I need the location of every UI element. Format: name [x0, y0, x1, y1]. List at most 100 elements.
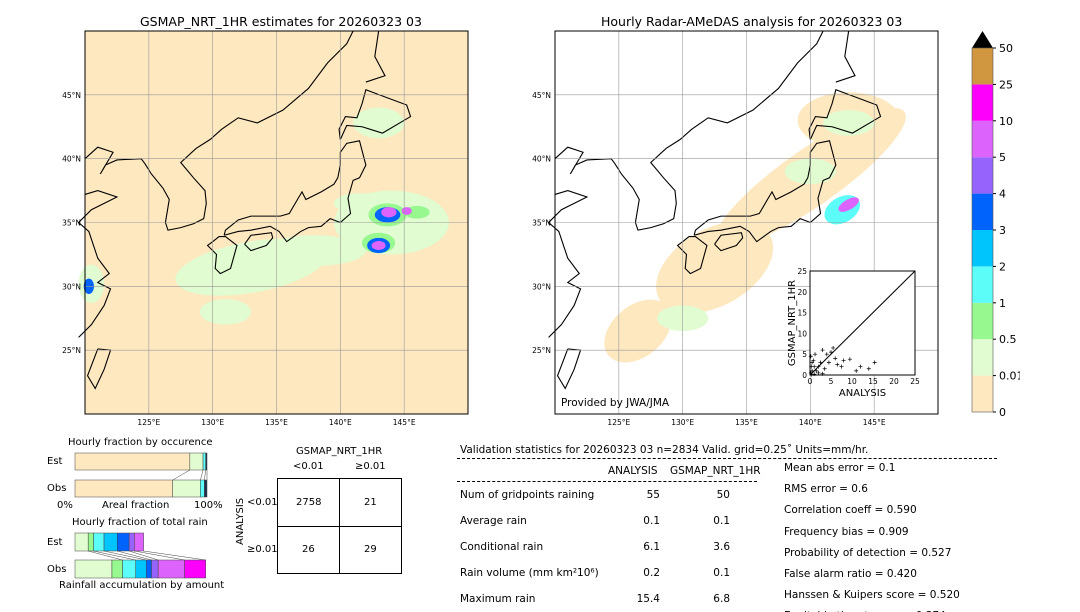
colorbar-swatch [972, 266, 993, 303]
rain-area [353, 107, 405, 139]
coastline-korea [84, 30, 354, 231]
row-label-lt: <0.01 [247, 497, 278, 508]
colorbar-tick-label: 50 [999, 42, 1013, 55]
colorbar-swatch [972, 230, 993, 267]
data-point [811, 358, 816, 363]
row-label-ge: ≥0.01 [247, 544, 278, 555]
lat-label: 45°N [532, 91, 551, 100]
colorbar-tick-label: 3 [999, 224, 1006, 237]
lon-label: 125°E [607, 418, 630, 427]
y-tick-label: 0 [802, 371, 807, 380]
coastline-kyushu [206, 235, 238, 275]
x-axis-label: ANALYSIS [839, 388, 886, 399]
connector-line [204, 469, 206, 481]
lat-label: 25°N [62, 346, 81, 355]
y-tick-label: 25 [797, 267, 807, 276]
stat-gsmap-value: 6.8 [713, 593, 730, 605]
fraction-segment [103, 532, 118, 552]
stat-analysis-value: 0.2 [643, 567, 660, 579]
x-tick-label: 10 [847, 377, 857, 386]
fraction-bars [74, 452, 208, 579]
data-point [816, 370, 821, 375]
colorbar-tick-label: 0.01 [999, 370, 1020, 383]
coastline-kyushu [676, 235, 708, 275]
data-point [820, 348, 825, 353]
data-point [816, 364, 821, 369]
rain-area [838, 197, 859, 212]
score-line: Hanssen & Kuipers score = 0.520 [784, 589, 960, 602]
col-label-lt: <0.01 [293, 461, 324, 472]
lat-label: 40°N [62, 155, 81, 164]
data-credit: Provided by JWA/JMA [561, 397, 670, 409]
stat-row-label: Num of gridpoints raining [460, 489, 595, 501]
data-point [826, 360, 831, 365]
x-tick-label: 20 [889, 377, 899, 386]
fraction-segment [202, 452, 206, 471]
coastline-hokkaido [338, 88, 412, 140]
map-frame [554, 30, 939, 415]
coastline-china [547, 190, 589, 338]
score-line: Equitable threat score = 0.374 [784, 610, 946, 612]
occ-xlabel: Areal fraction [102, 500, 170, 511]
fraction-segment [157, 559, 185, 579]
rain-est-label: Est [47, 537, 63, 548]
fraction-segment [74, 452, 191, 471]
lat-label: 35°N [532, 219, 551, 228]
data-point [822, 366, 827, 371]
row-title: ANALYSIS [235, 497, 246, 545]
lon-label: 145°E [393, 418, 416, 427]
data-point [812, 372, 817, 377]
connector-line [143, 550, 206, 561]
scatter-plot: 00 5 5 10 10 15 15 20 20 25 25 ANALYSIS GSMAP_NRT_1H… [787, 267, 920, 399]
connector-line [103, 550, 147, 561]
lat-label: 30°N [532, 282, 551, 291]
fraction-segment [128, 532, 135, 552]
fraction-segment [74, 559, 113, 579]
connector-line [129, 550, 159, 561]
cell-false-alarm: 21 [364, 497, 377, 508]
data-point [824, 352, 829, 357]
connector-line [117, 550, 152, 561]
fraction-segment [146, 559, 152, 579]
data-point [820, 371, 825, 376]
coastline-shikoku [244, 232, 274, 252]
colorbar-tick-label: 0 [999, 406, 1006, 419]
rain-fraction-title: Hourly fraction of total rain [72, 517, 208, 528]
colorbar-tick-label: 0.5 [999, 333, 1017, 346]
fraction-segment [74, 532, 89, 552]
stat-row-label: Maximum rain [460, 593, 536, 605]
coastline-china [77, 190, 119, 338]
y-axis-label: GSMAP_NRT_1HR [787, 280, 798, 366]
fraction-segment [172, 479, 201, 498]
data-point [841, 358, 846, 363]
fraction-segment [151, 559, 159, 579]
occ-right-tick: 100% [194, 500, 223, 511]
score-line: Probability of detection = 0.527 [784, 546, 952, 559]
col-analysis: ANALYSIS [608, 465, 658, 477]
fraction-segment [93, 532, 105, 552]
coastline-honshu [693, 140, 837, 243]
cell-miss: 26 [302, 544, 315, 555]
score-line: RMS error = 0.6 [784, 483, 868, 496]
data-point [831, 345, 836, 350]
cell-hit: 29 [364, 544, 377, 555]
lat-label: 30°N [62, 282, 81, 291]
lon-label: 125°E [137, 418, 160, 427]
data-point [810, 368, 815, 373]
lat-label: 35°N [62, 219, 81, 228]
stat-analysis-value: 0.1 [643, 515, 660, 527]
stats-header: Validation statistics for 20260323 03 n=… [460, 444, 869, 456]
stat-analysis-value: 6.1 [643, 541, 660, 553]
rain-area [381, 207, 397, 218]
coastline-hokkaido [808, 88, 882, 140]
fraction-segment [122, 559, 136, 579]
data-point [829, 350, 833, 355]
lon-label: 145°E [863, 418, 886, 427]
x-tick-label: 5 [829, 377, 834, 386]
colorbar-tick-label: 4 [999, 188, 1006, 201]
score-line: Correlation coeff = 0.590 [784, 504, 917, 517]
data-point [866, 366, 871, 371]
colorbar: 0 0.01 0.5 1 2 3 4 5 10 25 50 [971, 31, 1020, 419]
rain-area [199, 299, 251, 325]
fraction-segment [189, 452, 204, 471]
